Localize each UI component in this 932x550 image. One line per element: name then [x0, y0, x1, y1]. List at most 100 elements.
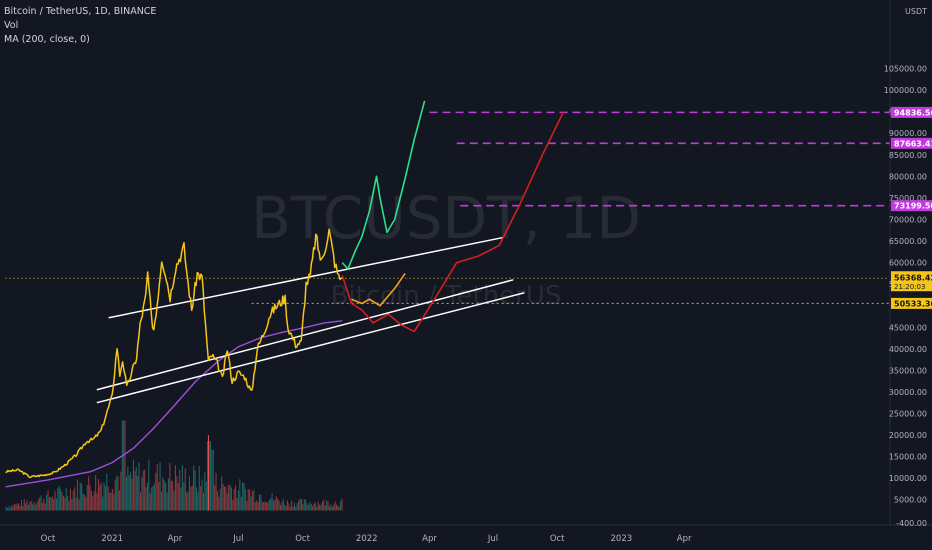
volume-bar — [41, 503, 43, 511]
volume-bar — [279, 504, 281, 511]
volume-bar — [29, 502, 31, 511]
price-tick-label: 65000.00 — [889, 237, 927, 246]
volume-bar — [169, 463, 171, 511]
volume-bar — [263, 502, 265, 511]
volume-bar — [230, 487, 232, 511]
volume-bar — [97, 479, 99, 511]
volume-bar — [212, 449, 214, 511]
volume-bar — [170, 480, 172, 511]
time-tick-label: 2023 — [611, 534, 633, 544]
ma-line[interactable] — [5, 320, 343, 488]
volume-bar — [218, 496, 220, 511]
volume-bar — [34, 504, 36, 511]
volume-bar — [278, 500, 280, 511]
volume-bar — [165, 482, 167, 511]
volume-bar — [88, 476, 90, 511]
volume-bar — [310, 503, 312, 511]
price-tick-label: 20000.00 — [889, 431, 927, 440]
price-axis-panel[interactable] — [890, 0, 932, 525]
volume-bar — [331, 506, 333, 511]
volume-bar — [15, 504, 17, 511]
volume-bar — [128, 475, 130, 511]
volume-bar — [222, 484, 224, 511]
volume-bar — [204, 471, 206, 511]
volume-bar — [44, 503, 46, 511]
volume-bar — [93, 491, 95, 511]
volume-bar — [71, 499, 73, 511]
legend-symbol[interactable]: Bitcoin / TetherUS, 1D, BINANCE — [4, 6, 157, 17]
volume-bar — [81, 483, 83, 511]
volume-bar — [120, 471, 122, 511]
volume-bar — [181, 465, 183, 511]
volume-bar — [232, 499, 234, 511]
projection-line[interactable] — [341, 100, 426, 270]
volume-bar — [107, 486, 109, 511]
projection-line[interactable] — [341, 111, 565, 333]
legend-ma[interactable]: MA (200, close, 0) — [4, 34, 90, 45]
watermark-name: Bitcoin / TetherUS — [331, 281, 562, 311]
volume-bar — [92, 496, 94, 511]
volume-bar — [205, 481, 207, 511]
volume-bar — [277, 498, 279, 511]
volume-bar — [323, 499, 325, 511]
volume-bar — [239, 479, 241, 511]
volume-bar — [187, 491, 189, 511]
volume-bar — [11, 505, 13, 511]
volume-bar — [69, 488, 71, 511]
volume-bar — [303, 499, 305, 511]
volume-bar — [27, 504, 29, 511]
time-tick-label: Jul — [232, 534, 243, 544]
volume-bar — [202, 493, 204, 511]
volume-bar — [53, 499, 55, 511]
volume-bar — [292, 506, 294, 511]
volume-bar — [340, 500, 342, 511]
volume-bar — [37, 499, 39, 511]
volume-bar — [75, 497, 77, 511]
volume-bar — [328, 506, 330, 511]
volume-bar — [26, 500, 28, 511]
volume-bar — [316, 506, 318, 511]
time-tick-label: Oct — [41, 534, 56, 544]
watermark-symbol: BTCUSDT, 1D — [251, 184, 641, 252]
level-label: 94836.56 — [894, 108, 932, 117]
time-tick-label: Jul — [487, 534, 498, 544]
plot-lines — [5, 100, 565, 488]
volume-bar — [207, 441, 209, 511]
channel-line[interactable] — [96, 292, 525, 404]
volume-bar — [127, 466, 129, 511]
volume-bar — [102, 496, 104, 511]
channel-line[interactable] — [108, 236, 503, 319]
volume-bar — [6, 508, 8, 511]
volume-bar — [39, 497, 41, 511]
volume-bar — [74, 487, 76, 511]
price-line[interactable] — [5, 228, 343, 479]
volume-bar — [338, 506, 340, 511]
volume-bar — [125, 476, 127, 511]
volume-bar — [215, 472, 217, 511]
volume-bar — [160, 491, 162, 511]
channel-line[interactable] — [96, 279, 514, 391]
legend-volume[interactable]: Vol — [4, 20, 19, 31]
time-axis-ticks[interactable]: Oct 2021 Apr Jul Oct 2022 Apr Jul Oct 2023 Apr — [41, 534, 692, 544]
volume-bar — [312, 506, 314, 511]
volume-bar — [153, 483, 155, 511]
price-tick-label: 60000.00 — [889, 259, 927, 268]
volume-bar — [40, 495, 42, 511]
volume-bar — [284, 504, 286, 511]
price-tick-label: 45000.00 — [889, 323, 927, 332]
volume-bar — [61, 492, 63, 511]
volume-bar — [257, 501, 259, 511]
volume-bar — [295, 506, 297, 511]
volume-bar — [226, 492, 228, 511]
volume-bar — [341, 498, 343, 511]
volume-bar — [291, 500, 293, 511]
projection-line[interactable] — [351, 272, 406, 307]
volume-bar — [240, 497, 242, 511]
volume-bar — [130, 471, 132, 511]
volume-bar — [306, 503, 308, 511]
volume-bar — [132, 459, 134, 511]
price-tick-label: 25000.00 — [889, 409, 927, 418]
level-label-bg — [891, 271, 932, 292]
volume-bar — [271, 493, 273, 511]
